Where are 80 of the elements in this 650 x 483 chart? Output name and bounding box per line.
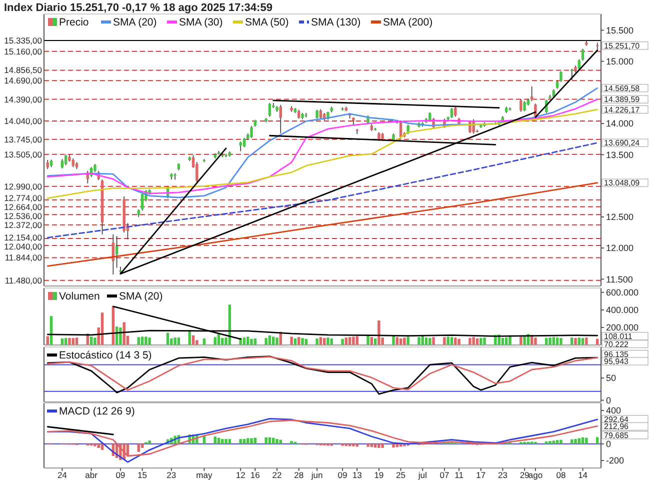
y-tick-label: -200 (606, 456, 624, 466)
text: 70.222 (604, 340, 630, 349)
x-tick-label: 29 (520, 470, 530, 480)
ref-line-label: 12.774,00 (4, 193, 42, 204)
ref-line-label: 14.690,00 (4, 76, 42, 86)
legend-label: SMA (30) (179, 16, 223, 28)
data-label: 108.011 (604, 332, 633, 341)
ref-line-label: 14.390,00 (4, 94, 42, 104)
x-tick-label: 13 (352, 470, 362, 480)
ref-line-label: 12.040,00 (4, 241, 42, 252)
ref-line-label: 12.536,00 (4, 211, 42, 222)
x-tick-label: 12 (236, 470, 246, 480)
ref-line-label: 12.154,00 (4, 232, 42, 242)
data-label: 13.048,09 (604, 178, 640, 188)
x-tick-label: 07 (440, 470, 450, 480)
y-tick-label: 200.000 (606, 322, 639, 333)
x-tick-label: may (196, 470, 213, 480)
ref-line-label: 12.372,00 (4, 220, 42, 230)
ref-line-label: 11.844,00 (4, 252, 42, 263)
y-tick-label: 600.000 (606, 288, 639, 298)
ref-line-label: 12.990,00 (4, 181, 42, 192)
y-tick-label: 12.500 (606, 212, 634, 222)
y-tick-label: 12.000 (606, 243, 634, 254)
x-tick-label: 17 (476, 470, 486, 480)
y-tick-label: 0 (606, 439, 612, 450)
x-tick-label: 28 (294, 470, 304, 480)
legend-label: SMA (50) (245, 16, 289, 28)
chart-title: Index Diario 15.251,70 -0,17 % 18 ago 2025 17:34:59 (4, 2, 272, 14)
y-tick-label: 400 (606, 406, 622, 416)
legend-label: SMA (130) (311, 16, 361, 28)
x-tick-label: 22 (272, 470, 282, 480)
ref-line-label: 15.160,00 (4, 46, 42, 56)
data-label: 212,96 (604, 422, 630, 432)
data-label: 292,64 (604, 414, 630, 424)
legend-label: Volumen (59, 290, 100, 302)
x-tick-label: 25 (396, 470, 406, 480)
legend-label: Precio (59, 16, 89, 28)
y-tick-label: 400.000 (606, 305, 639, 316)
legend-label: SMA (200) (383, 16, 433, 28)
legend-label: SMA (20) (113, 16, 157, 28)
legend-label: MACD (12 26 9) (59, 406, 135, 418)
x-tick-label: 24 (57, 470, 68, 480)
data-label: 14.389,59 (604, 95, 640, 104)
x-tick-label: 11 (454, 470, 464, 480)
ref-line-label: 13.505,00 (4, 149, 42, 160)
data-label: 96,135 (604, 350, 630, 359)
y-tick-label: 15.000 (606, 56, 634, 67)
x-tick-label: ago (528, 470, 543, 480)
ref-line-label: 15.335,00 (4, 35, 42, 46)
x-tick-label: 19 (374, 470, 384, 480)
data-label: 95,943 (604, 357, 630, 366)
x-tick-label: 23 (166, 470, 176, 480)
ref-line-label: 11.480,00 (4, 275, 42, 286)
y-tick-label: 15.500 (606, 25, 634, 36)
x-tick-label: jun (310, 470, 323, 480)
ref-line-label: 14.856,50 (4, 65, 42, 76)
data-label: 14.569,58 (604, 84, 640, 93)
y-tick-label: 50 (606, 373, 616, 384)
y-tick-label: 11.500 (606, 274, 633, 284)
x-tick-label: jul (417, 470, 427, 480)
x-tick-label: 09 (338, 470, 348, 480)
x-tick-label: 08 (556, 470, 566, 480)
ref-line-label: 12.664,00 (4, 202, 42, 212)
y-tick-label: 0 (606, 395, 612, 406)
legend-label: SMA (20) (119, 290, 163, 302)
x-tick-label: 15 (138, 470, 148, 480)
x-tick-label: 14 (578, 470, 588, 480)
text: 15.251,70 (604, 41, 640, 50)
y-tick-label: 14.000 (606, 118, 634, 129)
x-tick-label: 09 (116, 470, 126, 480)
ref-line-label: 14.040,00 (4, 116, 42, 126)
x-tick-label: abr (85, 470, 98, 480)
data-label: 13.690,24 (604, 138, 640, 148)
legend-label: Estocástico (14 3 5) (59, 350, 152, 362)
text: 79,685 (604, 430, 630, 440)
y-tick-label: 13.500 (606, 150, 634, 160)
x-tick-label: 16 (250, 470, 260, 480)
x-tick-label: 23 (498, 470, 508, 480)
ref-line-label: 13.745,00 (4, 134, 42, 144)
data-label: 14.226,17 (604, 105, 640, 114)
